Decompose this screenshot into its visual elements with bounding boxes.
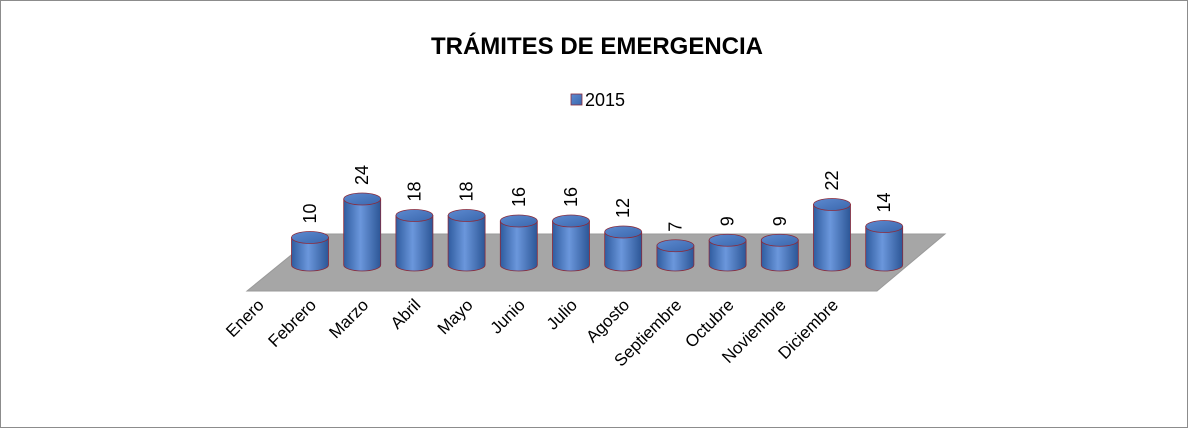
bar	[813, 198, 851, 272]
bar	[552, 214, 590, 272]
bar	[708, 233, 747, 272]
bar-body	[656, 245, 695, 272]
bar	[395, 209, 434, 272]
legend-label: 2015	[585, 90, 625, 110]
data-label: 18	[404, 181, 424, 201]
bar-top	[395, 209, 434, 222]
bar-body	[760, 239, 799, 272]
bar	[343, 192, 382, 272]
bar-top	[708, 233, 747, 247]
bar-body	[552, 220, 590, 272]
bar-body	[395, 215, 434, 272]
bar-body	[604, 231, 643, 272]
data-label: 16	[561, 187, 581, 207]
bar-body	[291, 237, 329, 272]
data-label: 9	[770, 216, 790, 226]
bar	[604, 225, 643, 272]
data-label: 7	[665, 222, 685, 232]
bar	[760, 233, 799, 272]
bar-top	[865, 220, 904, 233]
bar	[291, 231, 329, 272]
bar	[865, 220, 904, 272]
bar-body	[708, 239, 747, 272]
data-label: 10	[300, 203, 320, 223]
data-label: 18	[457, 181, 477, 201]
bar-top	[656, 239, 695, 253]
data-label: 24	[352, 165, 372, 185]
bar	[447, 209, 486, 272]
bar-body	[813, 204, 851, 272]
bar-top	[343, 192, 382, 206]
bar-top	[813, 198, 851, 211]
bar-body	[343, 198, 382, 272]
bar-body	[865, 226, 904, 272]
bar	[656, 239, 695, 272]
bar	[499, 214, 538, 272]
legend-swatch	[570, 93, 583, 106]
data-label: 22	[822, 170, 842, 190]
bar-body	[447, 215, 486, 272]
bar-top	[291, 231, 329, 244]
data-label: 14	[874, 192, 894, 212]
bar-top	[499, 214, 538, 228]
bar-top	[604, 225, 643, 239]
bar-top	[447, 209, 486, 222]
data-label: 12	[613, 198, 633, 218]
chart-title: TRÁMITES DE EMERGENCIA	[431, 32, 763, 60]
data-label: 16	[509, 187, 529, 207]
bar-body	[499, 220, 538, 272]
data-label: 9	[718, 216, 738, 226]
bar-top	[552, 214, 590, 228]
bar-top	[760, 233, 799, 247]
